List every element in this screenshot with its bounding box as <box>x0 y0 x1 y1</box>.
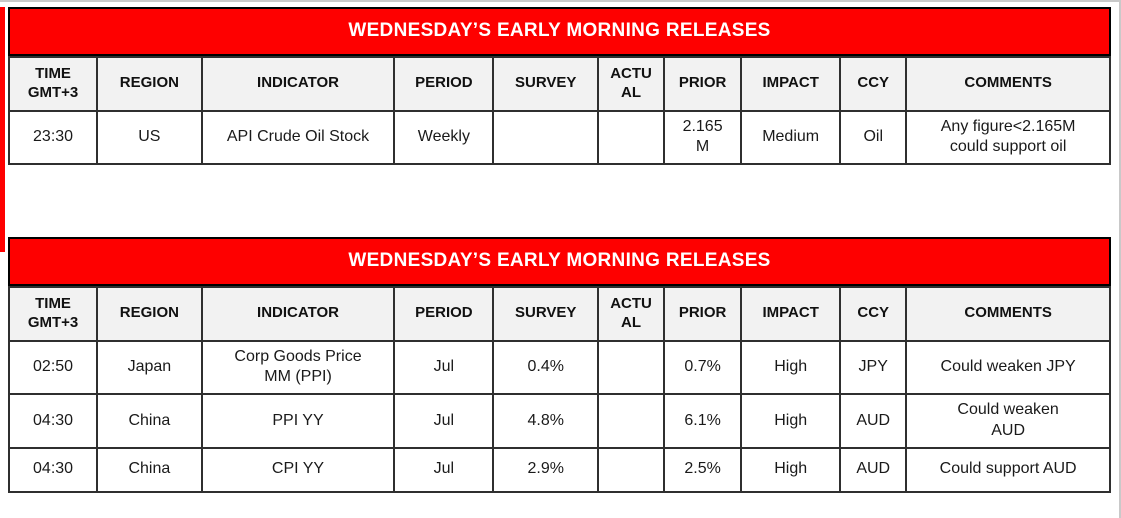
cell-region: Japan <box>96 339 203 396</box>
col-header-region: REGION <box>96 56 203 112</box>
cell-impact: High <box>740 393 842 449</box>
cell-survey: 2.9% <box>492 446 600 493</box>
releases-table-2: WEDNESDAY’S EARLY MORNING RELEASES TIME … <box>7 237 1111 493</box>
cell-survey <box>492 109 600 166</box>
cell-ccy: AUD <box>839 393 908 449</box>
cell-prior: 6.1% <box>663 393 743 449</box>
cell-impact: High <box>740 339 842 396</box>
cell-actual <box>597 393 666 449</box>
cell-impact: High <box>740 446 842 493</box>
col-header-ccy: CCY <box>839 56 908 112</box>
cell-time: 23:30 <box>7 109 99 166</box>
cell-time: 02:50 <box>7 339 99 396</box>
col-header-prior: PRIOR <box>663 56 743 112</box>
cell-survey: 0.4% <box>492 339 600 396</box>
cell-actual <box>597 109 666 166</box>
cell-indicator: Corp Goods Price MM (PPI) <box>200 339 396 396</box>
cell-prior: 0.7% <box>663 339 743 396</box>
col-header-indicator: INDICATOR <box>200 56 396 112</box>
col-header-comments: COMMENTS <box>905 56 1111 112</box>
cell-ccy: Oil <box>839 109 908 166</box>
cell-ccy: AUD <box>839 446 908 493</box>
releases-table-1: WEDNESDAY’S EARLY MORNING RELEASES TIME … <box>7 7 1111 166</box>
col-header-period: PERIOD <box>393 56 495 112</box>
header-row: TIME GMT+3 REGION INDICATOR PERIOD SURVE… <box>7 286 1111 342</box>
table-title-banner: WEDNESDAY’S EARLY MORNING RELEASES <box>8 7 1111 56</box>
cell-period: Jul <box>393 446 495 493</box>
table-row: 02:50 Japan Corp Goods Price MM (PPI) Ju… <box>7 339 1111 396</box>
cell-region: US <box>96 109 203 166</box>
cell-time: 04:30 <box>7 393 99 449</box>
table-row: 04:30 China CPI YY Jul 2.9% 2.5% High AU… <box>7 446 1111 493</box>
cell-indicator: CPI YY <box>200 446 396 493</box>
cell-impact: Medium <box>740 109 842 166</box>
cell-time: 04:30 <box>7 446 99 493</box>
table-title-banner: WEDNESDAY’S EARLY MORNING RELEASES <box>8 237 1111 287</box>
cell-actual <box>597 446 666 493</box>
col-header-period: PERIOD <box>393 286 495 342</box>
cell-actual <box>597 339 666 396</box>
cell-prior: 2.165 M <box>663 109 743 166</box>
col-header-ccy: CCY <box>839 286 908 342</box>
cell-survey: 4.8% <box>492 393 600 449</box>
col-header-impact: IMPACT <box>740 56 842 112</box>
cell-region: China <box>96 446 203 493</box>
col-header-region: REGION <box>96 286 203 342</box>
cell-region: China <box>96 393 203 449</box>
col-header-time: TIME GMT+3 <box>7 286 99 342</box>
col-header-actual: ACTU AL <box>597 56 666 112</box>
col-header-comments: COMMENTS <box>905 286 1111 342</box>
col-header-impact: IMPACT <box>740 286 842 342</box>
table-row: 23:30 US API Crude Oil Stock Weekly 2.16… <box>7 109 1111 166</box>
table-row: 04:30 China PPI YY Jul 4.8% 6.1% High AU… <box>7 393 1111 449</box>
left-red-strip <box>0 7 5 252</box>
col-header-time: TIME GMT+3 <box>7 56 99 112</box>
col-header-indicator: INDICATOR <box>200 286 396 342</box>
cell-indicator: PPI YY <box>200 393 396 449</box>
col-header-survey: SURVEY <box>492 56 600 112</box>
cell-period: Weekly <box>393 109 495 166</box>
cell-ccy: JPY <box>839 339 908 396</box>
col-header-survey: SURVEY <box>492 286 600 342</box>
cell-comments: Any figure<2.165M could support oil <box>905 109 1111 166</box>
col-header-prior: PRIOR <box>663 286 743 342</box>
cell-indicator: API Crude Oil Stock <box>200 109 396 166</box>
cell-comments: Could weaken AUD <box>905 393 1111 449</box>
cell-period: Jul <box>393 339 495 396</box>
header-row: TIME GMT+3 REGION INDICATOR PERIOD SURVE… <box>7 56 1111 112</box>
cell-prior: 2.5% <box>663 446 743 493</box>
cell-period: Jul <box>393 393 495 449</box>
releases-table-1-grid: TIME GMT+3 REGION INDICATOR PERIOD SURVE… <box>7 56 1111 166</box>
cell-comments: Could weaken JPY <box>905 339 1111 396</box>
releases-table-2-grid: TIME GMT+3 REGION INDICATOR PERIOD SURVE… <box>7 286 1111 493</box>
cell-comments: Could support AUD <box>905 446 1111 493</box>
col-header-actual: ACTU AL <box>597 286 666 342</box>
